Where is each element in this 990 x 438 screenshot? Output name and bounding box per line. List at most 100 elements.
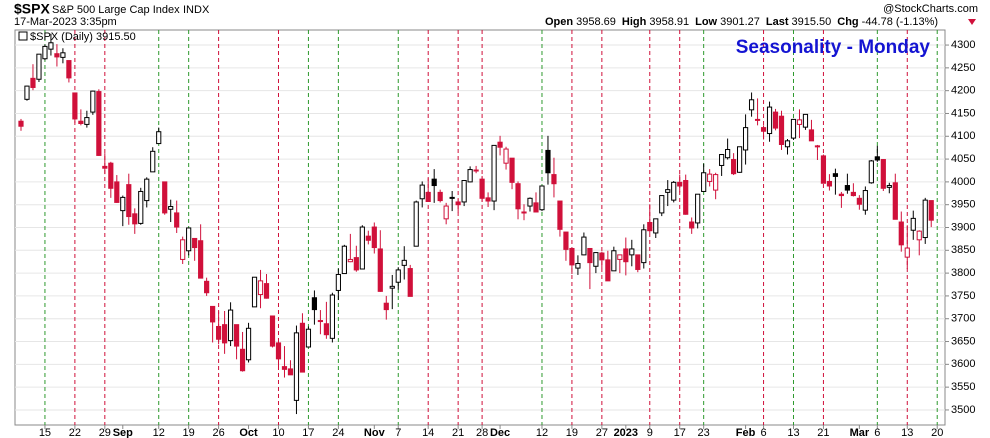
- candle-body: [904, 247, 910, 258]
- candle-body: [281, 366, 288, 370]
- candle-body: [359, 226, 365, 270]
- quote-label: High: [622, 16, 647, 28]
- candle-body: [521, 211, 527, 214]
- x-tick-label: 2023: [614, 427, 638, 438]
- candle-body: [802, 113, 809, 128]
- x-tick-label: 28: [476, 427, 488, 438]
- candle-body: [287, 368, 294, 376]
- candle-body: [563, 231, 569, 250]
- candle-body: [383, 302, 389, 311]
- candle-body: [341, 245, 347, 275]
- candle-body: [413, 201, 419, 247]
- candle-body: [641, 229, 647, 264]
- candle-body: [365, 235, 371, 241]
- y-tick-label: 3500: [951, 404, 975, 416]
- x-tick-label: 23: [698, 427, 710, 438]
- y-tick-label: 4200: [951, 85, 975, 97]
- candle-body: [269, 315, 276, 347]
- instrument-name: S&P 500 Large Cap Index: [52, 4, 180, 16]
- candle-body: [263, 283, 270, 299]
- quote-value: -44.78 (-1.13%): [862, 16, 938, 28]
- candle-body: [275, 342, 282, 360]
- y-tick-label: 4100: [951, 130, 975, 142]
- y-tick-label: 3800: [951, 267, 975, 279]
- candle-body: [102, 165, 108, 169]
- candle-body: [713, 174, 719, 191]
- quote-label: Low: [695, 16, 717, 28]
- quote-value: 3901.27: [720, 16, 760, 28]
- candle-body: [850, 191, 856, 197]
- x-tick-label: 22: [69, 427, 81, 438]
- candle-body: [557, 200, 563, 230]
- candle-body: [162, 181, 168, 214]
- quote-label: Open: [545, 16, 573, 28]
- candle-body: [347, 258, 353, 263]
- candle-body: [48, 42, 54, 50]
- candle-body: [545, 149, 551, 174]
- y-tick-label: 3700: [951, 313, 975, 325]
- candle-body: [856, 197, 862, 205]
- candle-body: [150, 150, 156, 173]
- y-tick-label: 4000: [951, 176, 975, 188]
- candle-body: [491, 144, 497, 202]
- symbol: $SPX: [14, 1, 50, 17]
- y-tick-label: 3900: [951, 221, 975, 233]
- candle-body: [473, 169, 479, 172]
- candle-body: [569, 247, 575, 266]
- x-tick-label: 6: [760, 427, 766, 438]
- candle-body: [144, 178, 150, 202]
- candle-body: [66, 60, 72, 79]
- x-tick-label: 14: [422, 427, 434, 438]
- candle-body: [820, 155, 827, 184]
- candle-body: [515, 183, 521, 210]
- y-tick-label: 3650: [951, 335, 975, 347]
- x-tick-label: Dec: [490, 427, 510, 438]
- candle-body: [892, 182, 898, 220]
- candle-body: [581, 236, 587, 256]
- candle-body: [42, 45, 48, 60]
- down-arrow: [968, 19, 976, 25]
- candle-body: [407, 268, 413, 297]
- candle-body: [449, 196, 455, 199]
- x-tick-label: 27: [596, 427, 608, 438]
- x-tick-label: 19: [566, 427, 578, 438]
- candle-body: [239, 348, 246, 372]
- candle-body: [671, 181, 677, 201]
- candle-body: [317, 320, 324, 323]
- chart-title: Seasonality - Monday: [736, 37, 931, 58]
- candle-body: [251, 276, 258, 308]
- candle-body: [353, 257, 359, 271]
- candle-body: [233, 324, 240, 347]
- x-tick-label: 21: [817, 427, 829, 438]
- candle-body: [593, 252, 599, 267]
- candle-body: [928, 200, 934, 221]
- candle-body: [395, 269, 401, 283]
- candle-body: [862, 190, 868, 211]
- candle-body: [832, 173, 839, 177]
- candle-body: [539, 185, 545, 211]
- candle-body: [210, 305, 216, 323]
- candle-body: [305, 328, 312, 348]
- x-tick-label: 13: [901, 427, 913, 438]
- candle-body: [221, 324, 228, 344]
- candle-body: [186, 227, 192, 252]
- candle-body: [665, 189, 671, 193]
- candle-body: [431, 178, 437, 187]
- candle-body: [24, 85, 30, 100]
- candle-body: [748, 99, 755, 111]
- candle-body: [323, 323, 329, 336]
- x-tick-label: 26: [212, 427, 224, 438]
- candle-body: [198, 240, 204, 279]
- x-tick-label: 24: [332, 427, 344, 438]
- x-tick-label: 9: [647, 427, 653, 438]
- timestamp: 17-Mar-2023 3:35pm: [14, 16, 117, 28]
- candle-body: [922, 199, 928, 239]
- quote-value: 3958.69: [576, 16, 616, 28]
- candle-body: [653, 218, 659, 234]
- x-tick-label: 15: [39, 427, 51, 438]
- quote: Open 3958.69 High 3958.91 Low 3901.27 Last 3915…: [545, 16, 938, 28]
- candle-body: [880, 159, 886, 189]
- candle-body: [204, 280, 210, 294]
- candle-body: [910, 217, 916, 231]
- y-tick-label: 4150: [951, 107, 975, 119]
